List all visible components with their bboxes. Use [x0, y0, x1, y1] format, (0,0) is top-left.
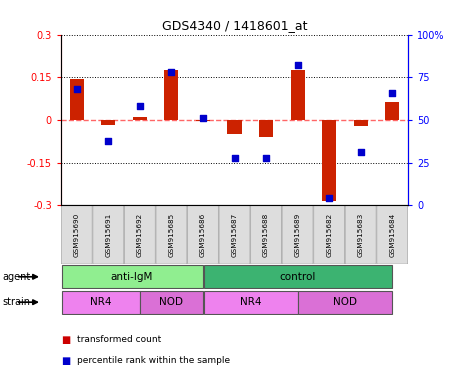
Text: ■: ■ [61, 335, 70, 345]
Text: NOD: NOD [159, 297, 183, 307]
FancyBboxPatch shape [124, 205, 155, 264]
FancyBboxPatch shape [282, 205, 313, 264]
Text: strain: strain [2, 297, 30, 307]
Bar [385, 101, 399, 120]
Point [262, 154, 270, 161]
Text: agent: agent [2, 272, 30, 282]
Text: NR4: NR4 [90, 297, 111, 307]
Point [231, 154, 238, 161]
Bar [227, 120, 242, 134]
FancyBboxPatch shape [204, 265, 392, 288]
FancyBboxPatch shape [250, 205, 281, 264]
FancyBboxPatch shape [93, 205, 124, 264]
Text: ■: ■ [61, 356, 70, 366]
Bar [101, 120, 115, 125]
Point [199, 115, 207, 121]
Text: GSM915684: GSM915684 [389, 213, 395, 257]
Point [167, 69, 175, 75]
FancyBboxPatch shape [61, 265, 203, 288]
Text: GSM915691: GSM915691 [106, 213, 111, 257]
FancyBboxPatch shape [345, 205, 376, 264]
Bar [322, 120, 336, 201]
Text: GSM915685: GSM915685 [168, 213, 174, 257]
Title: GDS4340 / 1418601_at: GDS4340 / 1418601_at [162, 19, 307, 32]
Point [73, 86, 81, 92]
Point [388, 89, 396, 96]
FancyBboxPatch shape [61, 291, 140, 314]
Text: control: control [280, 272, 316, 282]
Text: GSM915686: GSM915686 [200, 213, 206, 257]
Point [325, 195, 333, 201]
FancyBboxPatch shape [188, 205, 219, 264]
Bar [133, 117, 147, 120]
Bar [354, 120, 368, 126]
Point [136, 103, 144, 109]
FancyBboxPatch shape [219, 205, 250, 264]
FancyBboxPatch shape [156, 205, 187, 264]
Text: GSM915682: GSM915682 [326, 213, 332, 257]
Text: GSM915688: GSM915688 [263, 213, 269, 257]
Text: percentile rank within the sample: percentile rank within the sample [77, 356, 230, 366]
FancyBboxPatch shape [377, 205, 408, 264]
Bar [259, 120, 273, 137]
Bar [290, 70, 305, 120]
Text: GSM915692: GSM915692 [137, 213, 143, 257]
Text: GSM915690: GSM915690 [74, 213, 80, 257]
FancyBboxPatch shape [298, 291, 392, 314]
FancyBboxPatch shape [61, 205, 92, 264]
Text: GSM915683: GSM915683 [358, 213, 363, 257]
Text: GSM915687: GSM915687 [232, 213, 237, 257]
FancyBboxPatch shape [141, 291, 203, 314]
Bar [164, 70, 179, 120]
Text: transformed count: transformed count [77, 335, 162, 344]
Text: NR4: NR4 [240, 297, 261, 307]
Point [357, 149, 364, 156]
Bar [69, 79, 84, 120]
Point [294, 62, 302, 68]
FancyBboxPatch shape [314, 205, 345, 264]
FancyBboxPatch shape [204, 291, 298, 314]
Text: anti-IgM: anti-IgM [111, 272, 153, 282]
Text: NOD: NOD [333, 297, 357, 307]
Bar [196, 120, 210, 121]
Point [105, 137, 112, 144]
Text: GSM915689: GSM915689 [295, 213, 301, 257]
